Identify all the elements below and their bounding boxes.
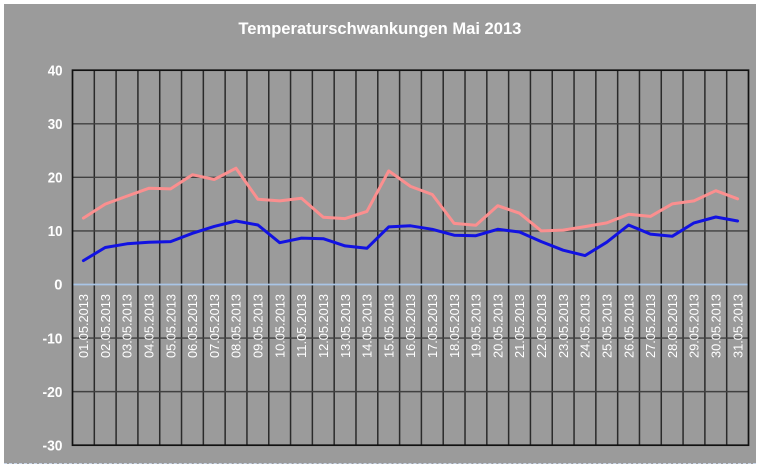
svg-text:26.05.2013: 26.05.2013 <box>622 294 636 358</box>
svg-text:15.05.2013: 15.05.2013 <box>382 294 396 358</box>
svg-text:16.05.2013: 16.05.2013 <box>404 294 418 358</box>
svg-text:09.05.2013: 09.05.2013 <box>252 294 266 358</box>
svg-text:29.05.2013: 29.05.2013 <box>688 294 702 358</box>
svg-text:10.05.2013: 10.05.2013 <box>273 294 287 358</box>
svg-text:06.05.2013: 06.05.2013 <box>186 294 200 358</box>
svg-text:31.05.2013: 31.05.2013 <box>731 294 745 358</box>
svg-text:19.05.2013: 19.05.2013 <box>470 294 484 358</box>
svg-text:08.05.2013: 08.05.2013 <box>230 294 244 358</box>
svg-text:-20: -20 <box>43 384 63 401</box>
svg-text:22.05.2013: 22.05.2013 <box>535 294 549 358</box>
svg-text:30.05.2013: 30.05.2013 <box>710 294 724 358</box>
svg-text:12.05.2013: 12.05.2013 <box>317 294 331 358</box>
svg-text:20.05.2013: 20.05.2013 <box>491 294 505 358</box>
svg-text:40: 40 <box>48 62 63 79</box>
svg-text:02.05.2013: 02.05.2013 <box>99 294 113 358</box>
svg-text:14.05.2013: 14.05.2013 <box>361 294 375 358</box>
svg-text:30: 30 <box>48 116 63 133</box>
svg-text:-10: -10 <box>43 330 63 347</box>
svg-text:05.05.2013: 05.05.2013 <box>164 294 178 358</box>
svg-text:25.05.2013: 25.05.2013 <box>601 294 615 358</box>
svg-text:-30: -30 <box>43 437 63 454</box>
svg-text:11.05.2013: 11.05.2013 <box>295 294 309 358</box>
svg-text:04.05.2013: 04.05.2013 <box>143 294 157 358</box>
svg-text:27.05.2013: 27.05.2013 <box>644 294 658 358</box>
svg-text:18.05.2013: 18.05.2013 <box>448 294 462 358</box>
svg-text:24.05.2013: 24.05.2013 <box>579 294 593 358</box>
svg-text:Temperaturschwankungen Mai 201: Temperaturschwankungen Mai 2013 <box>238 19 521 38</box>
svg-text:28.05.2013: 28.05.2013 <box>666 294 680 358</box>
svg-text:07.05.2013: 07.05.2013 <box>208 294 222 358</box>
svg-text:20: 20 <box>48 170 63 187</box>
svg-text:23.05.2013: 23.05.2013 <box>557 294 571 358</box>
svg-text:13.05.2013: 13.05.2013 <box>339 294 353 358</box>
svg-text:01.05.2013: 01.05.2013 <box>77 294 91 358</box>
svg-text:0: 0 <box>54 277 62 294</box>
svg-text:17.05.2013: 17.05.2013 <box>426 294 440 358</box>
svg-text:10: 10 <box>48 223 63 240</box>
svg-text:21.05.2013: 21.05.2013 <box>513 294 527 358</box>
svg-text:03.05.2013: 03.05.2013 <box>121 294 135 358</box>
